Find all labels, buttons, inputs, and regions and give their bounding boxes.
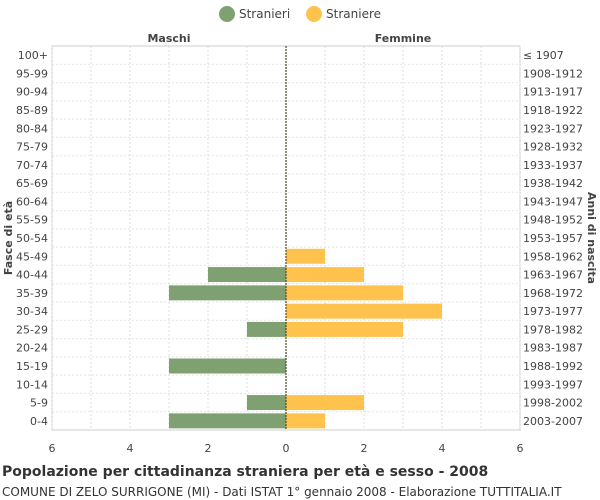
bar-maschi-15-19 <box>169 358 286 374</box>
bar-femmine-40-44 <box>286 267 364 283</box>
birth-year-label: 1993-1997 <box>523 378 583 391</box>
birth-year-label: 1988-1992 <box>523 360 583 373</box>
age-label: 40-44 <box>16 269 48 282</box>
chart-subtitle: COMUNE DI ZELO SURRIGONE (MI) - Dati IST… <box>2 485 562 499</box>
birth-year-label: 1943-1947 <box>523 195 583 208</box>
birth-year-label: 1928-1932 <box>523 141 583 154</box>
bar-maschi-5-9 <box>247 395 286 411</box>
age-label: 15-19 <box>16 360 48 373</box>
birth-year-label: 1968-1972 <box>523 287 583 300</box>
x-tick-label: 4 <box>127 442 134 455</box>
birth-year-label: 1913-1917 <box>523 86 583 99</box>
age-label: 25-29 <box>16 323 48 336</box>
bar-femmine-25-29 <box>286 321 403 337</box>
age-label: 60-64 <box>16 195 48 208</box>
legend-label-straniere: Straniere <box>326 7 381 21</box>
legend-item-straniere[interactable]: Straniere <box>306 6 381 22</box>
birth-year-label: 1938-1942 <box>523 177 583 190</box>
header-maschi: Maschi <box>147 32 190 45</box>
birth-year-label: 1948-1952 <box>523 214 583 227</box>
age-label: 90-94 <box>16 86 48 99</box>
age-label: 95-99 <box>16 67 48 80</box>
bar-maschi-0-4 <box>169 413 286 429</box>
bar-femmine-30-34 <box>286 303 442 319</box>
birth-year-label: 1983-1987 <box>523 342 583 355</box>
birth-year-label: 2003-2007 <box>523 415 583 428</box>
legend-item-stranieri[interactable]: Stranieri <box>218 6 291 22</box>
bar-femmine-45-49 <box>286 248 325 264</box>
age-label: 80-84 <box>16 122 48 135</box>
birth-year-label: ≤ 1907 <box>523 49 564 62</box>
birth-year-label: 1908-1912 <box>523 67 583 80</box>
age-label: 30-34 <box>16 305 48 318</box>
age-label: 0-4 <box>30 415 48 428</box>
header-femmine: Femmine <box>375 32 432 45</box>
age-label: 100+ <box>18 49 48 62</box>
bar-maschi-35-39 <box>169 285 286 301</box>
y-axis-title-left: Fasce di età <box>2 201 15 275</box>
legend-swatch-straniere <box>306 6 323 22</box>
y-axis-title-right: Anni di nascita <box>585 192 598 284</box>
bar-femmine-5-9 <box>286 395 364 411</box>
bar-femmine-0-4 <box>286 413 325 429</box>
x-tick-label: 2 <box>361 442 368 455</box>
legend-swatch-stranieri <box>218 6 235 22</box>
bar-maschi-25-29 <box>247 321 286 337</box>
birth-year-label: 1953-1957 <box>523 232 583 245</box>
legend: Stranieri Straniere <box>0 6 600 25</box>
x-tick-label: 0 <box>283 442 290 455</box>
age-label: 85-89 <box>16 104 48 117</box>
x-tick-label: 6 <box>49 442 56 455</box>
age-label: 20-24 <box>16 342 48 355</box>
birth-year-label: 1963-1967 <box>523 269 583 282</box>
population-pyramid-chart: 100+ ≤ 1907 95-99 1908-1912 90-94 1913-1917 85… <box>2 32 598 455</box>
birth-year-label: 1918-1922 <box>523 104 583 117</box>
birth-year-label: 1998-2002 <box>523 397 583 410</box>
age-label: 5-9 <box>30 397 48 410</box>
age-label: 50-54 <box>16 232 48 245</box>
x-tick-label: 4 <box>439 442 446 455</box>
birth-year-label: 1978-1982 <box>523 323 583 336</box>
birth-year-label: 1973-1977 <box>523 305 583 318</box>
age-label: 65-69 <box>16 177 48 190</box>
birth-year-label: 1933-1937 <box>523 159 583 172</box>
bar-maschi-40-44 <box>208 267 286 283</box>
bar-femmine-35-39 <box>286 285 403 301</box>
age-label: 70-74 <box>16 159 48 172</box>
birth-year-label: 1958-1962 <box>523 250 583 263</box>
age-label: 45-49 <box>16 250 48 263</box>
chart-title: Popolazione per cittadinanza straniera p… <box>2 464 489 480</box>
age-label: 35-39 <box>16 287 48 300</box>
legend-label-stranieri: Stranieri <box>238 7 291 21</box>
age-label: 10-14 <box>16 378 48 391</box>
birth-year-label: 1923-1927 <box>523 122 583 135</box>
age-label: 75-79 <box>16 141 48 154</box>
age-label: 55-59 <box>16 214 48 227</box>
x-tick-label: 2 <box>205 442 212 455</box>
x-tick-label: 6 <box>517 442 524 455</box>
